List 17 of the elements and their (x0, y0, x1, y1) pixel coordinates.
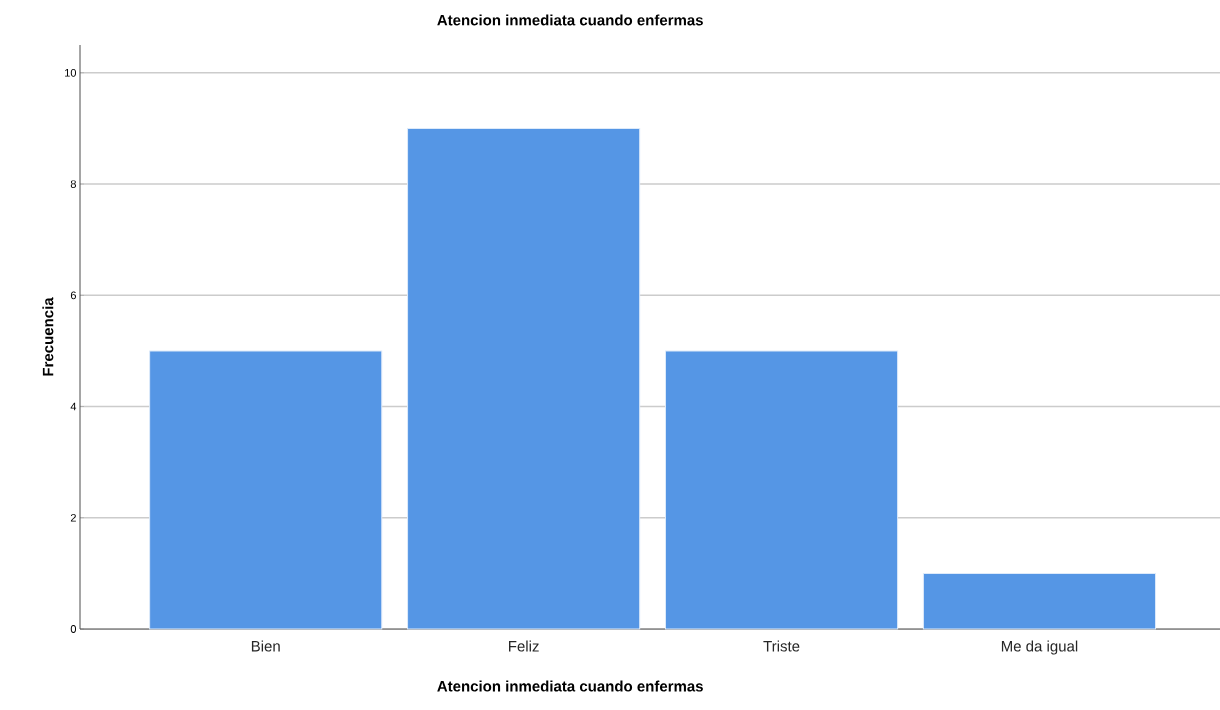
y-tick-label: 8 (70, 180, 76, 188)
x-tick-label: Me da igual (1001, 640, 1078, 655)
bar (149, 350, 383, 630)
y-axis-title: Frecuencia (42, 297, 54, 376)
bar (922, 572, 1157, 630)
y-tick-label: 0 (70, 625, 77, 633)
bar (664, 350, 899, 630)
y-tick-label: 2 (70, 513, 76, 522)
x-tick-label: Feliz (509, 640, 539, 652)
y-tick-label: 4 (70, 402, 77, 411)
x-tick-label: Triste (763, 640, 800, 652)
x-axis-title: Atencion inmediata cuando enfermas (437, 680, 703, 692)
y-tick-label: 6 (70, 291, 76, 300)
x-tick-label: Bien (251, 640, 280, 652)
chart-title: Atencion inmediata cuando enfermas (437, 14, 703, 26)
y-tick-label: 10 (65, 68, 77, 77)
bar (407, 127, 641, 630)
